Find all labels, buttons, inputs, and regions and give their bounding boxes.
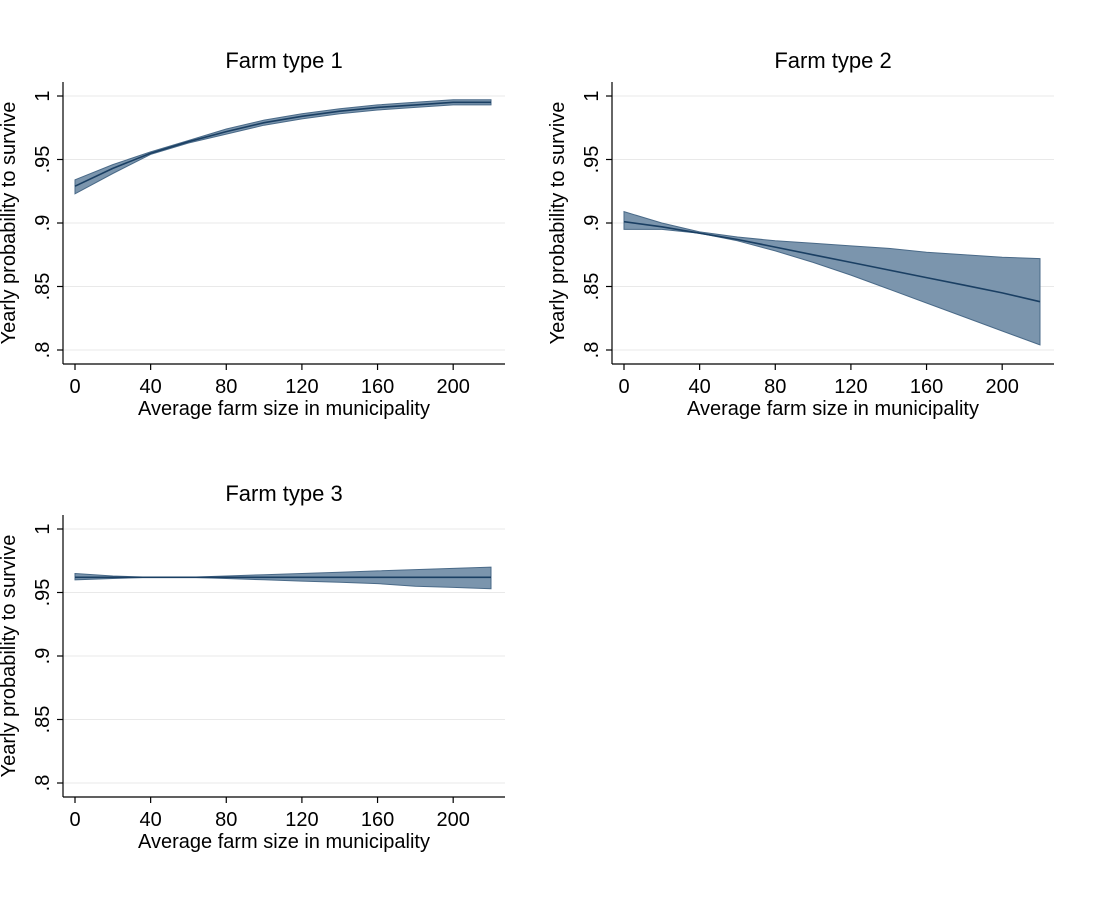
y-tick-label: .8 bbox=[32, 775, 54, 792]
y-axis-title: Yearly probability to survive bbox=[0, 102, 20, 345]
y-tick-label: .9 bbox=[581, 215, 603, 232]
y-tick-label: .8 bbox=[581, 342, 603, 359]
x-tick-label: 80 bbox=[215, 376, 237, 398]
y-axis-title: Yearly probability to survive bbox=[547, 102, 569, 345]
x-tick-label: 200 bbox=[436, 376, 469, 398]
y-tick-label: 1 bbox=[32, 523, 54, 534]
fitted-line bbox=[74, 101, 491, 187]
y-tick-label: .9 bbox=[32, 648, 54, 665]
y-axis-title: Yearly probability to survive bbox=[0, 535, 20, 778]
y-tick-label: .85 bbox=[581, 273, 603, 301]
panel-title: Farm type 2 bbox=[774, 48, 891, 73]
x-tick-label: 80 bbox=[764, 376, 786, 398]
x-tick-label: 200 bbox=[436, 809, 469, 831]
x-axis-title: Average farm size in municipality bbox=[138, 398, 430, 420]
y-tick-label: .9 bbox=[32, 215, 54, 232]
confidence-band bbox=[74, 99, 492, 195]
panel-1: .8 .85 .9 .95 1 0 40 80 120 160 200 Average farm si… bbox=[0, 48, 505, 420]
x-tick-label: 80 bbox=[215, 809, 237, 831]
y-tick-label: .85 bbox=[32, 706, 54, 734]
panel-title: Farm type 3 bbox=[225, 481, 342, 506]
x-tick-label: 120 bbox=[285, 376, 318, 398]
x-tick-label: 120 bbox=[834, 376, 867, 398]
x-tick-label: 160 bbox=[910, 376, 943, 398]
y-tick-label: .95 bbox=[32, 579, 54, 607]
y-tick-label: .95 bbox=[32, 146, 54, 174]
x-tick-label: 40 bbox=[140, 809, 162, 831]
x-tick-label: 160 bbox=[361, 376, 394, 398]
x-tick-label: 0 bbox=[69, 809, 80, 831]
y-tick-label: 1 bbox=[32, 90, 54, 101]
x-tick-label: 0 bbox=[69, 376, 80, 398]
fitted-line bbox=[623, 220, 1041, 303]
panel-title: Farm type 1 bbox=[225, 48, 342, 73]
x-tick-label: 40 bbox=[689, 376, 711, 398]
panel-2: .8 .85 .9 .95 1 0 40 80 120 160 200 Average farm si… bbox=[547, 48, 1054, 420]
x-tick-label: 40 bbox=[140, 376, 162, 398]
x-tick-label: 120 bbox=[285, 809, 318, 831]
x-axis-title: Average farm size in municipality bbox=[687, 398, 979, 420]
x-tick-label: 160 bbox=[361, 809, 394, 831]
y-tick-label: .8 bbox=[32, 342, 54, 359]
panel-3: .8 .85 .9 .95 1 0 40 80 120 160 200 Average farm si… bbox=[0, 481, 505, 853]
x-tick-label: 0 bbox=[618, 376, 629, 398]
y-tick-label: .85 bbox=[32, 273, 54, 301]
x-axis-title: Average farm size in municipality bbox=[138, 831, 430, 853]
y-tick-label: 1 bbox=[581, 90, 603, 101]
confidence-band bbox=[623, 210, 1041, 346]
y-tick-label: .95 bbox=[581, 146, 603, 174]
x-tick-label: 200 bbox=[985, 376, 1018, 398]
